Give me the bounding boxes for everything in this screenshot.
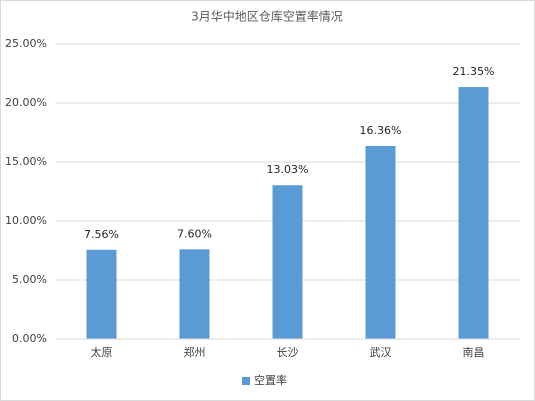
x-tick-label: 长沙 xyxy=(277,346,299,359)
legend-label: 空置率 xyxy=(254,373,287,387)
x-tick-label: 南昌 xyxy=(463,346,485,359)
bar xyxy=(179,249,210,339)
y-tick-label: 5.00% xyxy=(12,273,47,286)
y-tick-label: 10.00% xyxy=(5,214,47,227)
bar xyxy=(86,249,117,339)
data-label: 7.60% xyxy=(177,227,212,240)
x-tick-label: 太原 xyxy=(91,346,113,359)
legend-swatch xyxy=(242,377,250,385)
bar xyxy=(365,145,396,339)
data-label: 7.56% xyxy=(84,228,119,241)
y-tick-label: 15.00% xyxy=(5,155,47,168)
x-tick-label: 郑州 xyxy=(184,345,206,359)
y-tick-label: 25.00% xyxy=(5,37,47,50)
data-label: 13.03% xyxy=(267,163,309,176)
bar xyxy=(458,87,489,339)
y-tick-label: 0.00% xyxy=(12,332,47,345)
bar xyxy=(272,185,303,339)
data-label: 21.35% xyxy=(453,65,495,78)
chart-title: 3月华中地区仓库空置率情况 xyxy=(191,9,343,24)
data-label: 16.36% xyxy=(360,124,402,137)
y-tick-label: 20.00% xyxy=(5,96,47,109)
x-tick-label: 武汉 xyxy=(370,346,392,359)
